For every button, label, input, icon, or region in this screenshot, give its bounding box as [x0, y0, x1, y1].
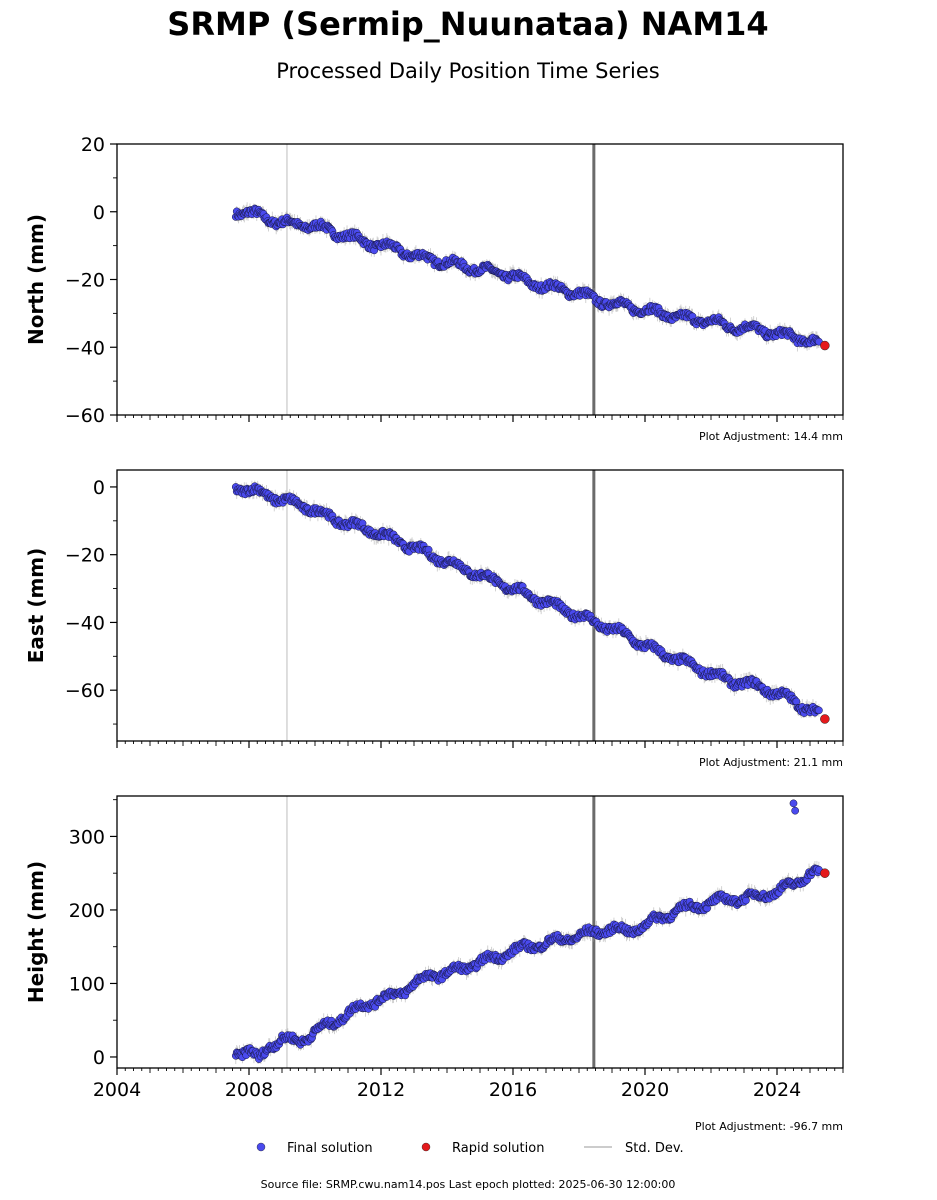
y-tick-label: 100 — [69, 973, 105, 995]
y-ticks-north: −60 −40 −20 0 20 — [65, 134, 117, 427]
rapid-point — [820, 868, 830, 878]
x-tick-label: 2016 — [489, 1079, 537, 1101]
x-tick-label: 2008 — [225, 1079, 273, 1101]
x-tick-label: 2012 — [357, 1079, 405, 1101]
x-ticks-east — [116, 741, 844, 748]
source-footer: Source file: SRMP.cwu.nam14.pos Last epo… — [261, 1178, 676, 1191]
plot-adjustment-east: Plot Adjustment: 21.1 mm — [699, 756, 843, 769]
rapid-point — [820, 340, 830, 351]
y-axis-label-north: North (mm) — [24, 214, 48, 345]
x-tick-label: 2004 — [93, 1079, 141, 1101]
plot-adjustment-height: Plot Adjustment: -96.7 mm — [695, 1120, 843, 1133]
y-ticks-height: 0 100 200 300 — [69, 799, 117, 1069]
legend-std-label: Std. Dev. — [625, 1141, 684, 1156]
final-points-height — [231, 799, 823, 1063]
data-point — [815, 706, 823, 715]
panels: −60 −40 −20 0 20 North (mm) Plot Adjustment: 1… — [24, 134, 844, 1133]
y-tick-label: 200 — [69, 900, 105, 922]
legend-final-marker — [256, 1142, 266, 1152]
legend-rapid-marker — [421, 1142, 431, 1152]
y-tick-label: −20 — [65, 270, 105, 292]
x-ticks-north — [116, 415, 844, 422]
y-tick-label: 20 — [81, 134, 105, 156]
chart-subtitle: Processed Daily Position Time Series — [276, 59, 660, 83]
y-tick-label: 300 — [69, 826, 105, 848]
y-ticks-east: −60 −40 −20 0 — [65, 477, 117, 725]
chart-title: SRMP (Sermip_Nuunataa) NAM14 — [167, 5, 768, 43]
panel-north: −60 −40 −20 0 20 North (mm) Plot Adjustment: 1… — [24, 134, 844, 443]
rapid-point — [820, 714, 830, 724]
y-tick-label: −40 — [65, 337, 105, 359]
plot-frame — [116, 469, 844, 742]
std-dev-bars-height — [235, 860, 820, 1065]
panel-height: 2004 2008 2012 2016 2020 2024 0 100 200 300 Height… — [24, 795, 844, 1133]
data-point-outlier — [791, 806, 800, 815]
panel-east: −60 −40 −20 0 East (mm) Plot Adjustment: 21.1… — [24, 469, 844, 769]
plot-adjustment-north: Plot Adjustment: 14.4 mm — [699, 430, 843, 443]
final-points-east — [231, 482, 823, 717]
y-tick-label: −60 — [65, 405, 105, 427]
y-axis-label-east: East (mm) — [24, 548, 48, 664]
x-tick-label: 2024 — [753, 1079, 801, 1101]
plot-frame — [116, 795, 844, 1069]
data-point-outlier — [789, 799, 798, 808]
legend: Final solution Rapid solution Std. Dev. — [256, 1141, 684, 1156]
x-ticks-height: 2004 2008 2012 2016 2020 2024 — [93, 1068, 844, 1101]
x-tick-label: 2020 — [621, 1079, 669, 1101]
y-tick-label: −60 — [65, 680, 105, 702]
final-points-north — [231, 204, 823, 348]
y-axis-label-height: Height (mm) — [24, 861, 48, 1003]
legend-rapid-label: Rapid solution — [452, 1141, 544, 1156]
y-tick-label: −40 — [65, 612, 105, 634]
plot-frame — [116, 143, 844, 416]
y-tick-label: 0 — [93, 1047, 105, 1069]
y-tick-label: 0 — [93, 202, 105, 224]
legend-final-label: Final solution — [287, 1141, 373, 1156]
y-tick-label: 0 — [93, 477, 105, 499]
y-tick-label: −20 — [65, 545, 105, 567]
